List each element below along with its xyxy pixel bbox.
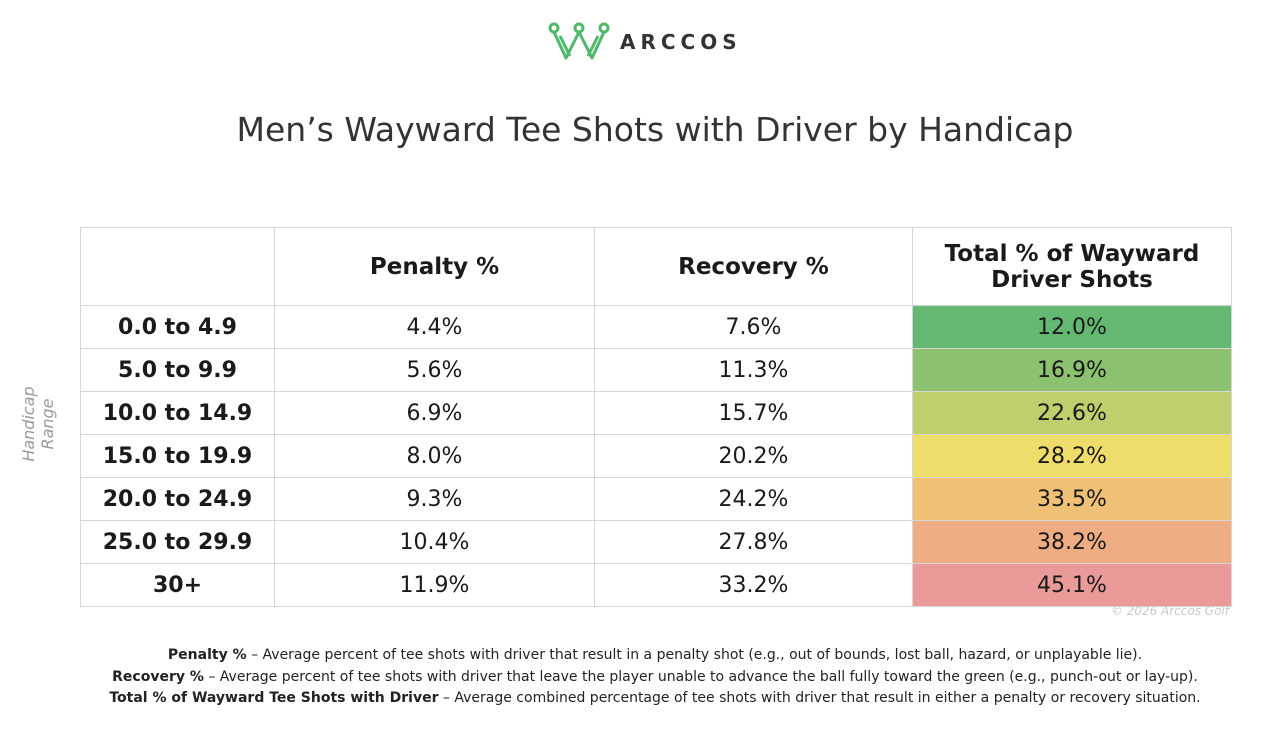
note: Penalty % – Average percent of tee shots…	[0, 645, 1280, 667]
header-cell: Total % of Wayward Driver Shots	[912, 227, 1232, 306]
value-cell: 16.9%	[912, 348, 1232, 392]
table-row: 10.0 to 14.9 6.9% 15.7% 22.6%	[80, 391, 1232, 435]
note-text: – Average percent of tee shots with driv…	[203, 668, 1198, 685]
title: Men’s Wayward Tee Shots with Driver by H…	[236, 110, 1074, 149]
copyright: © 2026 Arccos Golf	[1110, 604, 1229, 618]
value-cell: 4.4%	[274, 305, 595, 349]
header-cell	[80, 227, 275, 306]
value-cell: 28.2%	[912, 434, 1232, 478]
note-term: Total % of Wayward Tee Shots with Driver	[109, 690, 439, 706]
header-cell: Penalty %	[274, 227, 595, 306]
value-cell: 15.7%	[594, 391, 913, 435]
notes: Penalty % – Average percent of tee shots…	[0, 645, 1280, 710]
note-text: – Average combined percentage of tee sho…	[438, 690, 1201, 706]
note-text: – Average percent of tee shots with driv…	[246, 647, 1143, 663]
table-row: 5.0 to 9.9 5.6% 11.3% 16.9%	[80, 348, 1232, 392]
value-cell: 11.9%	[274, 563, 595, 607]
value-cell: 10.4%	[274, 520, 595, 564]
table-row: 25.0 to 29.9 10.4% 27.8% 38.2%	[80, 520, 1232, 564]
table-row: 15.0 to 19.9 8.0% 20.2% 28.2%	[80, 434, 1232, 478]
handicap-cell: 0.0 to 4.9	[80, 305, 275, 349]
value-cell: 45.1%	[912, 563, 1232, 607]
note-term: Recovery %	[112, 668, 204, 685]
header-row: Penalty % Recovery % Total % of Wayward Dr…	[80, 227, 1232, 306]
value-cell: 5.6%	[274, 348, 595, 392]
handicap-cell: 5.0 to 9.9	[80, 348, 275, 392]
handicap-cell: 10.0 to 14.9	[80, 391, 275, 435]
value-cell: 20.2%	[594, 434, 913, 478]
logo-icon	[548, 22, 610, 60]
value-cell: 12.0%	[912, 305, 1232, 349]
handicap-cell: 15.0 to 19.9	[80, 434, 275, 478]
note: Recovery % – Average percent of tee shot…	[0, 667, 1280, 689]
value-cell: 6.9%	[274, 391, 595, 435]
handicap-cell: 20.0 to 24.9	[80, 477, 275, 521]
handicap-cell: 25.0 to 29.9	[80, 520, 275, 564]
table-row: 0.0 to 4.9 4.4% 7.6% 12.0%	[80, 305, 1232, 349]
value-cell: 24.2%	[594, 477, 913, 521]
value-cell: 11.3%	[594, 348, 913, 392]
axis-label: Handicap Range	[19, 386, 57, 462]
table: Penalty % Recovery % Total % of Wayward Dr…	[80, 227, 1232, 607]
table-row: 20.0 to 24.9 9.3% 24.2% 33.5%	[80, 477, 1232, 521]
value-cell: 27.8%	[594, 520, 913, 564]
value-cell: 33.2%	[594, 563, 913, 607]
handicap-cell: 30+	[80, 563, 275, 607]
value-cell: 8.0%	[274, 434, 595, 478]
header-cell: Recovery %	[594, 227, 913, 306]
value-cell: 22.6%	[912, 391, 1232, 435]
value-cell: 33.5%	[912, 477, 1232, 521]
brand: ARCCOS	[620, 30, 742, 54]
value-cell: 9.3%	[274, 477, 595, 521]
note-term: Penalty %	[167, 647, 247, 663]
table-row: 30+ 11.9% 33.2% 45.1%	[80, 563, 1232, 607]
note: Total % of Wayward Tee Shots with Driver…	[0, 688, 1280, 710]
value-cell: 38.2%	[912, 520, 1232, 564]
value-cell: 7.6%	[594, 305, 913, 349]
